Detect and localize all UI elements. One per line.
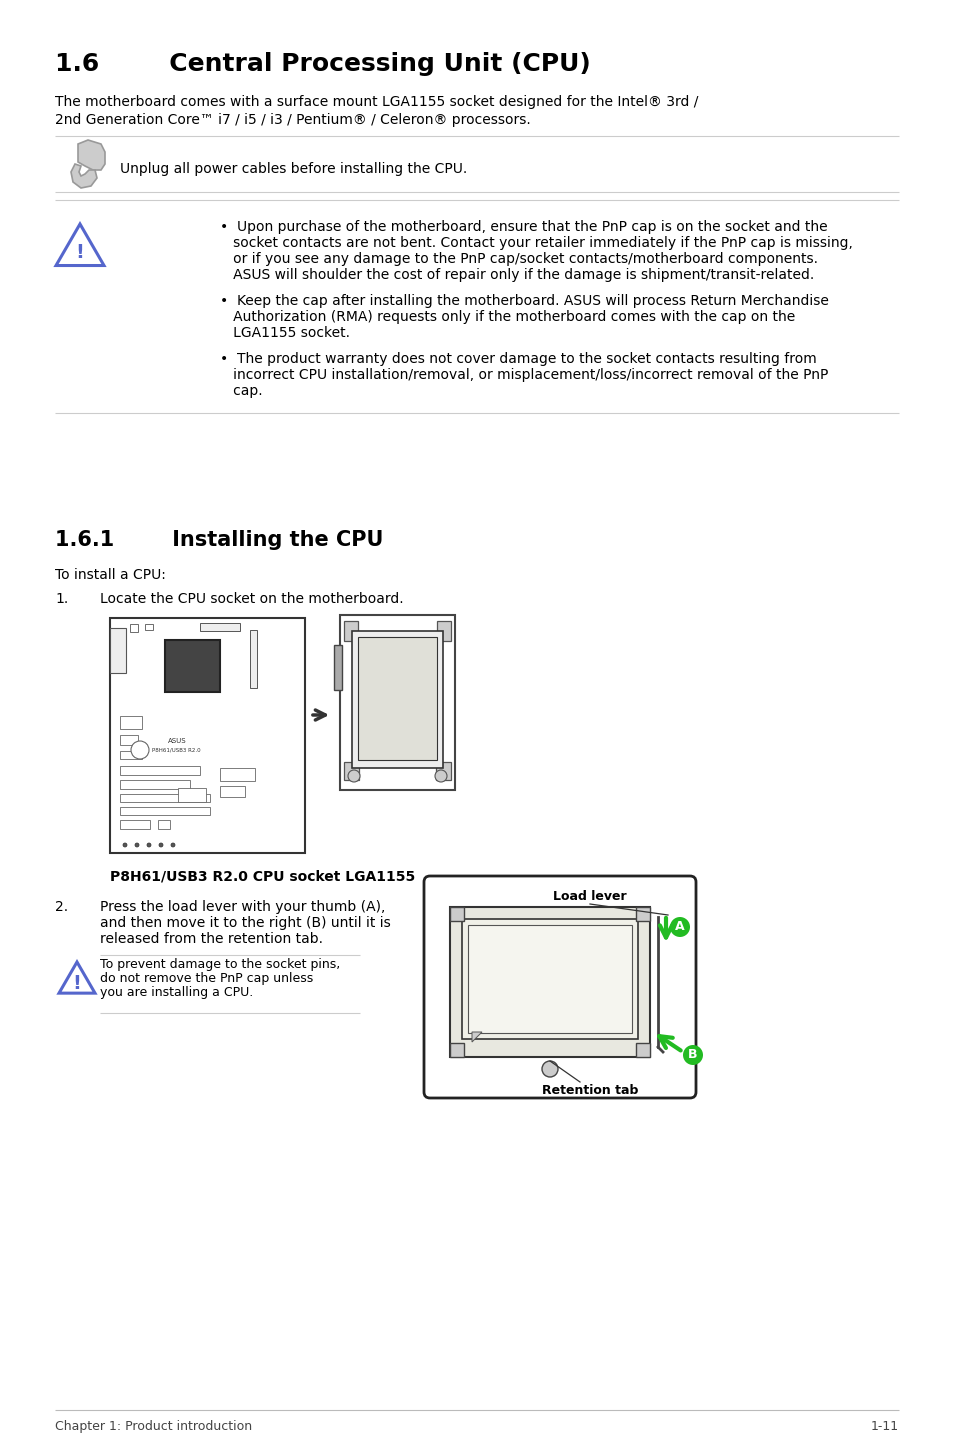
FancyBboxPatch shape [220,787,245,797]
FancyBboxPatch shape [145,624,152,630]
Circle shape [123,843,127,847]
Circle shape [131,741,149,759]
Text: P8H61/USB3 R2.0: P8H61/USB3 R2.0 [152,748,200,754]
FancyBboxPatch shape [178,788,206,802]
FancyBboxPatch shape [200,623,240,631]
Circle shape [669,917,689,938]
Polygon shape [56,224,104,266]
FancyBboxPatch shape [344,621,357,641]
Circle shape [159,843,163,847]
FancyBboxPatch shape [468,925,631,1032]
Text: you are installing a CPU.: you are installing a CPU. [100,986,253,999]
Text: •  Keep the cap after installing the motherboard. ASUS will process Return Merch: • Keep the cap after installing the moth… [220,293,828,308]
FancyBboxPatch shape [120,751,142,759]
Circle shape [435,769,447,782]
FancyBboxPatch shape [636,907,649,920]
FancyBboxPatch shape [423,876,696,1099]
FancyBboxPatch shape [130,624,138,631]
FancyBboxPatch shape [334,646,341,690]
Text: 1.6.1        Installing the CPU: 1.6.1 Installing the CPU [55,531,383,549]
Text: cap.: cap. [220,384,262,398]
Text: To install a CPU:: To install a CPU: [55,568,166,582]
FancyBboxPatch shape [120,794,210,802]
FancyBboxPatch shape [120,766,200,775]
Text: •  The product warranty does not cover damage to the socket contacts resulting f: • The product warranty does not cover da… [220,352,816,367]
Polygon shape [472,1032,481,1043]
Text: and then move it to the right (B) until it is: and then move it to the right (B) until … [100,916,391,930]
Circle shape [147,843,151,847]
Text: 1-11: 1-11 [870,1419,898,1434]
Text: Unplug all power cables before installing the CPU.: Unplug all power cables before installin… [120,162,467,175]
Text: P8H61/USB3 R2.0 CPU socket LGA1155: P8H61/USB3 R2.0 CPU socket LGA1155 [110,870,415,884]
Text: !: ! [75,243,85,262]
FancyBboxPatch shape [636,1043,649,1057]
FancyBboxPatch shape [344,762,358,779]
FancyBboxPatch shape [339,615,455,789]
Text: do not remove the PnP cap unless: do not remove the PnP cap unless [100,972,313,985]
Text: Press the load lever with your thumb (A),: Press the load lever with your thumb (A)… [100,900,385,915]
Text: A: A [675,920,684,933]
Text: or if you see any damage to the PnP cap/socket contacts/motherboard components.: or if you see any damage to the PnP cap/… [220,252,817,266]
FancyBboxPatch shape [165,640,220,692]
Circle shape [171,843,174,847]
Polygon shape [71,164,97,188]
Text: B: B [687,1048,697,1061]
Circle shape [541,1061,558,1077]
Text: !: ! [72,974,81,994]
FancyBboxPatch shape [158,820,170,828]
Text: ASUS will shoulder the cost of repair only if the damage is shipment/transit-rel: ASUS will shoulder the cost of repair on… [220,267,814,282]
Text: 2nd Generation Core™ i7 / i5 / i3 / Pentium® / Celeron® processors.: 2nd Generation Core™ i7 / i5 / i3 / Pent… [55,114,530,127]
FancyBboxPatch shape [120,735,138,745]
Polygon shape [59,962,95,994]
Text: 1.: 1. [55,592,69,605]
FancyBboxPatch shape [110,618,305,853]
Text: Chapter 1: Product introduction: Chapter 1: Product introduction [55,1419,252,1434]
Text: 1.6        Central Processing Unit (CPU): 1.6 Central Processing Unit (CPU) [55,52,590,76]
Circle shape [682,1045,702,1066]
Circle shape [348,769,359,782]
Text: incorrect CPU installation/removal, or misplacement/loss/incorrect removal of th: incorrect CPU installation/removal, or m… [220,368,827,383]
Text: Authorization (RMA) requests only if the motherboard comes with the cap on the: Authorization (RMA) requests only if the… [220,311,795,324]
FancyBboxPatch shape [250,630,256,687]
Text: ASUS: ASUS [168,738,187,743]
Circle shape [135,843,139,847]
FancyBboxPatch shape [450,907,463,920]
Text: Load lever: Load lever [553,890,626,903]
FancyBboxPatch shape [220,768,254,781]
FancyBboxPatch shape [120,779,190,789]
Text: The motherboard comes with a surface mount LGA1155 socket designed for the Intel: The motherboard comes with a surface mou… [55,95,698,109]
FancyBboxPatch shape [120,820,150,828]
FancyBboxPatch shape [450,1043,463,1057]
Text: Locate the CPU socket on the motherboard.: Locate the CPU socket on the motherboard… [100,592,403,605]
FancyBboxPatch shape [357,637,436,761]
Text: •  Upon purchase of the motherboard, ensure that the PnP cap is on the socket an: • Upon purchase of the motherboard, ensu… [220,220,827,234]
FancyBboxPatch shape [352,631,442,768]
FancyBboxPatch shape [120,807,210,815]
Text: 2.: 2. [55,900,68,915]
Text: Retention tab: Retention tab [541,1084,638,1097]
FancyBboxPatch shape [436,762,451,779]
FancyBboxPatch shape [120,716,142,729]
FancyBboxPatch shape [461,919,638,1040]
Text: To prevent damage to the socket pins,: To prevent damage to the socket pins, [100,958,340,971]
Polygon shape [78,139,105,170]
Text: LGA1155 socket.: LGA1155 socket. [220,326,350,339]
FancyBboxPatch shape [110,628,126,673]
FancyBboxPatch shape [436,621,451,641]
Text: released from the retention tab.: released from the retention tab. [100,932,323,946]
FancyBboxPatch shape [450,907,649,1057]
Text: socket contacts are not bent. Contact your retailer immediately if the PnP cap i: socket contacts are not bent. Contact yo… [220,236,852,250]
